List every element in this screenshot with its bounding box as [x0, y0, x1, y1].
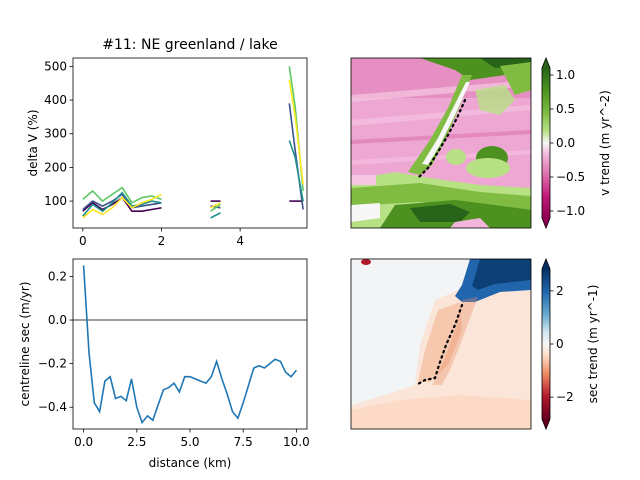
delta-v-series-4-segment-0	[82, 193, 162, 219]
delta-v-series-2-segment-1	[210, 212, 221, 219]
delta-v-series-2-segment-2	[288, 140, 304, 202]
delta-v-ylabel: delta V (%)	[26, 110, 40, 177]
centreline-sec-xtick-label-3: 7.5	[234, 435, 253, 449]
v-trend-colorbar-tick-label-2: 0.0	[556, 136, 575, 150]
sec-trend-map	[351, 259, 531, 429]
delta-v-title: #11: NE greenland / lake	[102, 37, 277, 53]
delta-v-ytick-label-3: 400	[44, 93, 67, 107]
centreline-sec-ytick-label-1: −0.2	[38, 357, 67, 371]
centreline-sec-xtick-label-0: 0.0	[74, 435, 93, 449]
sec-trend-colorbar-tick-label-0: 2	[556, 284, 564, 298]
delta-v-plot-area	[82, 66, 304, 219]
v-trend-colorbar-tick-label-3: −0.5	[556, 170, 585, 184]
delta-v-series-4-segment-2	[288, 79, 304, 185]
centreline-sec-ytick-label-2: 0.0	[48, 313, 67, 327]
centreline-sec-plot-area	[73, 265, 307, 425]
v-trend-colorbar-tick-label-1: 0.5	[556, 102, 575, 116]
delta-v-ytick-label-0: 100	[44, 194, 67, 208]
centreline-sec-ytick-label-3: 0.2	[48, 269, 67, 283]
delta-v-series-4-segment-1	[210, 202, 221, 209]
delta-v-xtick-label-0: 0	[79, 234, 87, 248]
delta-v-xtick-label-2: 4	[236, 234, 244, 248]
centreline-sec-xlabel: distance (km)	[149, 456, 232, 470]
v-trend-colorbar-label: v trend (m yr^-2)	[598, 90, 612, 196]
delta-v-ytick-label-1: 200	[44, 160, 67, 174]
centreline-sec-ticks: 0.0 2.5 5.0 7.5 10.0 −0.4 −0.2 0.0 0.2	[38, 269, 310, 449]
delta-v-series-3-segment-0	[82, 186, 162, 204]
centreline-sec-xtick-label-4: 10.0	[283, 435, 310, 449]
centreline-sec-xtick-label-1: 2.5	[127, 435, 146, 449]
sec-trend-map-panel	[350, 258, 532, 430]
delta-v-series-3-segment-1	[210, 203, 221, 212]
centreline-sec-chart: 0.0 2.5 5.0 7.5 10.0 −0.4 −0.2 0.0 0.2 distance …	[18, 258, 310, 470]
v-trend-map-panel	[350, 57, 532, 229]
delta-v-ytick-label-2: 300	[44, 127, 67, 141]
delta-v-series-1-segment-0	[82, 193, 162, 211]
delta-v-axes-frame	[72, 57, 308, 229]
sec-trend-colorbar-label: sec trend (m yr^-1)	[586, 285, 600, 404]
sec-trend-colorbar-tick-label-1: 0	[556, 337, 564, 351]
centreline-sec-ytick-label-0: −0.4	[38, 400, 67, 414]
delta-v-series-2-segment-0	[82, 191, 162, 217]
delta-v-ytick-label-4: 500	[44, 59, 67, 73]
v-trend-colorbar-tick-label-4: −1.0	[556, 204, 585, 218]
sec-trend-colorbar: 2 0 −2 sec trend (m yr^-1)	[541, 257, 600, 431]
v-trend-map	[351, 58, 531, 228]
centreline-sec-series-0	[82, 265, 298, 425]
centreline-sec-axes-frame	[72, 258, 308, 430]
centreline-sec-xtick-label-2: 5.0	[180, 435, 199, 449]
delta-v-chart: #11: NE greenland / lake 0 2 4 100 200 300 400…	[26, 37, 308, 248]
sec-trend-colorbar-tick-label-2: −2	[556, 390, 574, 404]
v-trend-colorbar-tick-label-0: 1.0	[556, 68, 575, 82]
centreline-sec-ylabel: centreline sec (m/yr)	[18, 282, 32, 407]
v-trend-colorbar: 1.0 0.5 0.0 −0.5 −1.0 v trend (m yr^-2)	[541, 56, 612, 230]
delta-v-xtick-label-1: 2	[158, 234, 166, 248]
delta-v-ticks: 0 2 4 100 200 300 400 500	[44, 59, 244, 248]
